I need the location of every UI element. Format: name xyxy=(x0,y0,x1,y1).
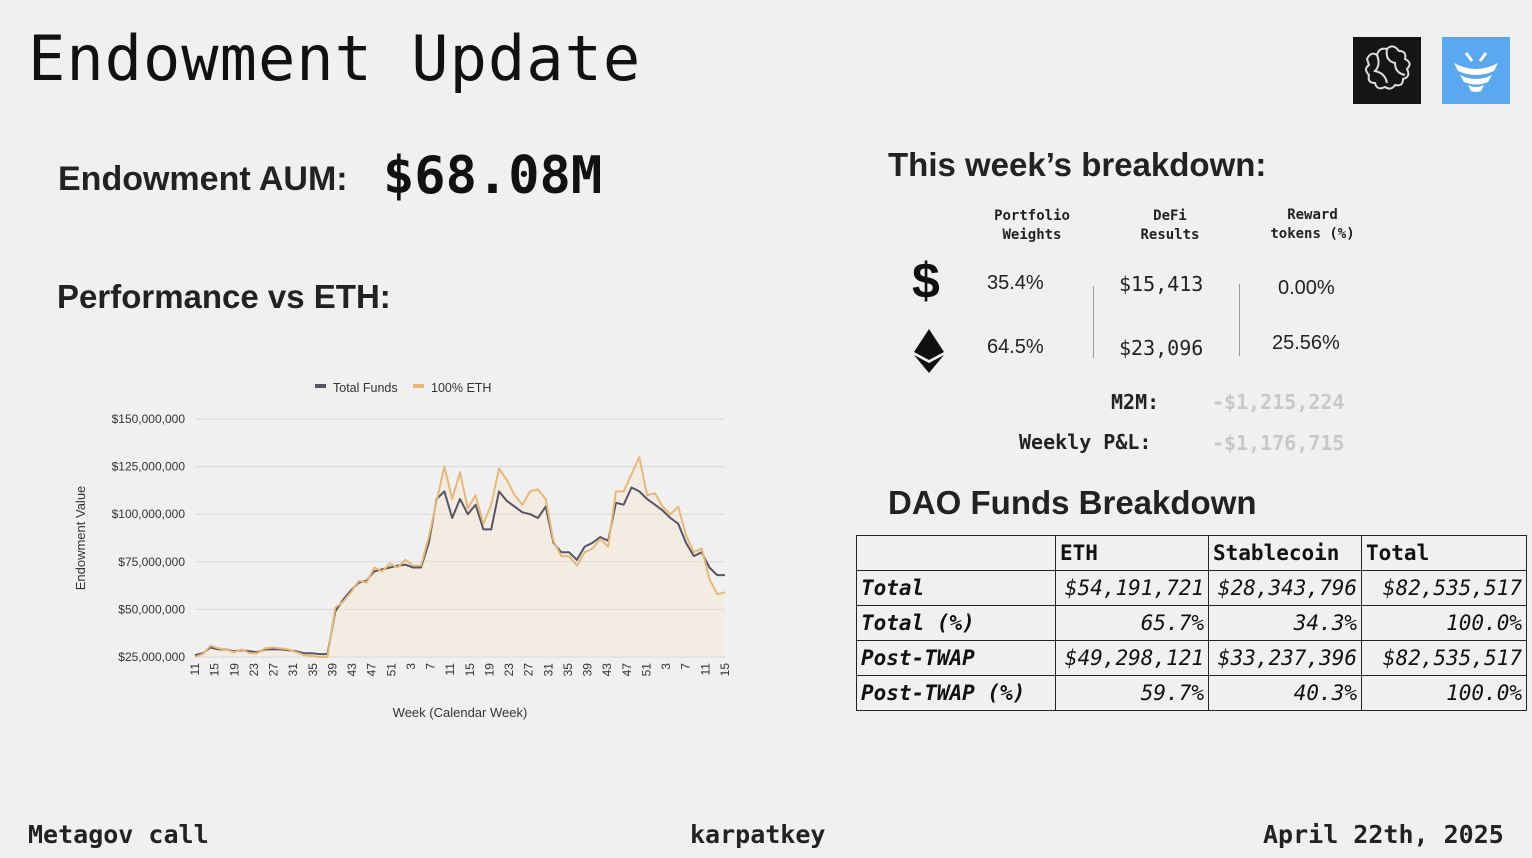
footer-date: April 22th, 2025 xyxy=(1263,820,1504,849)
row-label: Total (%) xyxy=(856,605,1056,641)
pnl-label: Weekly P&L: xyxy=(1019,430,1152,454)
table-cell: 100.0% xyxy=(1361,605,1527,641)
x-tick-label: 23 xyxy=(502,663,516,677)
y-tick-label: $25,000,000 xyxy=(118,650,185,664)
y-tick-label: $100,000,000 xyxy=(112,507,186,521)
table-row: Total $54,191,721 $28,343,796 $82,535,51… xyxy=(856,570,1527,606)
aum-value: $68.08M xyxy=(383,146,603,206)
defi-usd: $15,413 xyxy=(1119,272,1204,296)
row-label: Post-TWAP xyxy=(856,640,1056,676)
ethereum-icon xyxy=(914,329,944,378)
x-axis-label: Week (Calendar Week) xyxy=(393,705,528,720)
breakdown-title: This week’s breakdown: xyxy=(888,146,1267,183)
reward-usd: 0.00% xyxy=(1278,277,1335,299)
x-tick-label: 27 xyxy=(267,663,281,677)
table-row: Post-TWAP (%) 59.7% 40.3% 100.0% xyxy=(856,675,1527,711)
weight-eth: 64.5% xyxy=(987,336,1044,358)
x-tick-label: 35 xyxy=(306,663,320,677)
x-tick-label: 3 xyxy=(404,663,418,670)
table-cell: $28,343,796 xyxy=(1208,570,1362,606)
table-cell: $82,535,517 xyxy=(1361,640,1527,676)
x-tick-label: 7 xyxy=(424,663,438,670)
m2m-value: -$1,215,224 xyxy=(1212,390,1345,414)
table-cell: $49,298,121 xyxy=(1055,640,1209,676)
x-tick-label: 3 xyxy=(659,663,673,670)
table-cell: 65.7% xyxy=(1055,605,1209,641)
divider xyxy=(1239,284,1240,356)
x-tick-label: 11 xyxy=(188,663,202,676)
series-line-eth xyxy=(194,456,726,658)
legend-label: 100% ETH xyxy=(431,381,491,395)
table-header xyxy=(856,535,1056,571)
y-axis-label: Endowment Value xyxy=(73,486,88,591)
table-cell: $33,237,396 xyxy=(1208,640,1362,676)
m2m-label: M2M: xyxy=(1111,390,1160,414)
table-cell: 59.7% xyxy=(1055,675,1209,711)
x-tick-label: 43 xyxy=(345,663,359,677)
table-cell: 40.3% xyxy=(1208,675,1362,711)
legend-swatch xyxy=(413,384,424,388)
table-header: Total xyxy=(1361,535,1527,571)
y-tick-label: $50,000,000 xyxy=(118,602,185,616)
table-row: Post-TWAP $49,298,121 $33,237,396 $82,53… xyxy=(856,640,1527,676)
x-tick-label: 51 xyxy=(384,663,398,677)
x-tick-label: 51 xyxy=(639,663,653,677)
table-cell: 100.0% xyxy=(1361,675,1527,711)
x-tick-label: 31 xyxy=(286,663,300,677)
y-tick-label: $125,000,000 xyxy=(112,460,186,474)
puzzle-logo-icon xyxy=(1353,37,1421,104)
x-tick-label: 15 xyxy=(463,663,477,677)
dao-title: DAO Funds Breakdown xyxy=(888,484,1257,521)
x-tick-label: 15 xyxy=(208,663,222,677)
table-cell: $82,535,517 xyxy=(1361,570,1527,606)
pnl-value: -$1,176,715 xyxy=(1212,431,1345,455)
x-tick-label: 39 xyxy=(581,663,595,677)
x-tick-label: 47 xyxy=(620,663,634,677)
reward-eth: 25.56% xyxy=(1272,332,1340,354)
x-tick-label: 11 xyxy=(443,663,457,676)
col-header-weights: Portfolio Weights xyxy=(994,208,1070,243)
weight-usd: 35.4% xyxy=(987,272,1044,294)
dollar-icon: $ xyxy=(912,253,940,309)
table-row: Total (%) 65.7% 34.3% 100.0% xyxy=(856,605,1527,641)
table-header: Stablecoin xyxy=(1208,535,1362,571)
x-tick-label: 7 xyxy=(679,663,693,670)
x-tick-label: 27 xyxy=(522,663,536,677)
performance-title: Performance vs ETH: xyxy=(57,278,391,315)
x-tick-label: 19 xyxy=(227,663,241,677)
eth-area xyxy=(195,457,725,657)
x-tick-label: 31 xyxy=(541,663,555,677)
row-label: Post-TWAP (%) xyxy=(856,675,1056,711)
x-tick-label: 39 xyxy=(325,663,339,677)
table-header: ETH xyxy=(1055,535,1209,571)
footer-center: karpatkey xyxy=(690,820,826,849)
x-tick-label: 19 xyxy=(482,663,496,677)
col-header-defi: DeFi Results xyxy=(1140,208,1200,243)
row-label: Total xyxy=(856,570,1056,606)
performance-chart: $25,000,000 $50,000,000 $75,000,000 $100,00… xyxy=(73,381,732,720)
dao-funds-table: ETH Stablecoin Total Total $54,191,721 $… xyxy=(856,535,1527,711)
x-tick-label: 23 xyxy=(247,663,261,677)
x-tick-label: 35 xyxy=(561,663,575,677)
legend-swatch xyxy=(315,384,326,388)
table-cell: $54,191,721 xyxy=(1055,570,1209,606)
col-header-reward: Reward tokens (%) xyxy=(1270,207,1355,242)
page-title: Endowment Update xyxy=(28,22,642,95)
table-cell: 34.3% xyxy=(1208,605,1362,641)
legend-label: Total Funds xyxy=(333,381,398,395)
defi-eth: $23,096 xyxy=(1119,336,1204,360)
divider xyxy=(1093,286,1094,358)
x-tick-label: 43 xyxy=(600,663,614,677)
x-tick-label: 11 xyxy=(698,663,712,676)
y-tick-label: $75,000,000 xyxy=(118,555,185,569)
x-tick-label: 47 xyxy=(365,663,379,677)
karpatkey-logo-icon xyxy=(1442,37,1510,104)
x-tick-label: 15 xyxy=(718,663,732,677)
aum-label: Endowment AUM: xyxy=(58,160,348,198)
table-header-row: ETH Stablecoin Total xyxy=(856,535,1527,571)
y-tick-label: $150,000,000 xyxy=(112,412,186,426)
footer-left: Metagov call xyxy=(28,820,209,849)
